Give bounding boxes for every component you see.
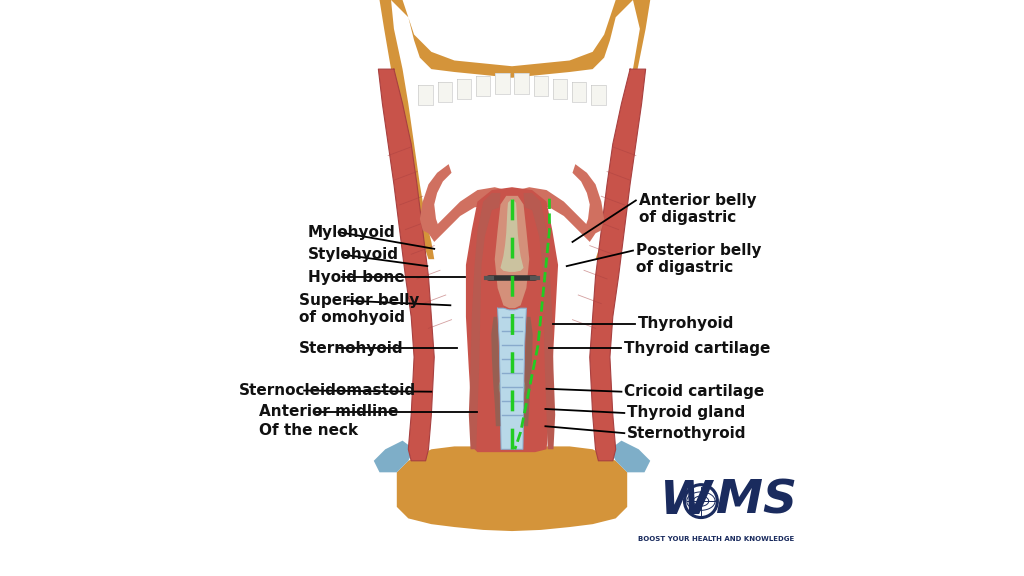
Polygon shape — [469, 193, 501, 449]
Polygon shape — [498, 308, 526, 449]
Text: Hyoid bone: Hyoid bone — [307, 270, 404, 285]
Text: Mylohyoid: Mylohyoid — [307, 225, 395, 240]
Polygon shape — [572, 164, 604, 233]
Text: W: W — [660, 479, 712, 524]
Polygon shape — [428, 187, 506, 242]
Text: Thyroid cartilage: Thyroid cartilage — [625, 341, 771, 356]
Polygon shape — [396, 446, 627, 531]
Text: of digastric: of digastric — [639, 210, 736, 225]
Text: Sternothyroid: Sternothyroid — [627, 426, 746, 441]
Text: Of the neck: Of the neck — [258, 423, 357, 438]
Text: Anterior midline: Anterior midline — [258, 404, 398, 419]
Polygon shape — [610, 441, 650, 472]
Text: MS: MS — [717, 479, 798, 524]
Polygon shape — [437, 82, 452, 103]
Polygon shape — [523, 193, 555, 449]
Text: Thyrohyoid: Thyrohyoid — [638, 316, 734, 331]
Polygon shape — [466, 187, 558, 452]
Text: of digastric: of digastric — [636, 260, 733, 275]
Text: BOOST YOUR HEALTH AND KNOWLEDGE: BOOST YOUR HEALTH AND KNOWLEDGE — [638, 536, 795, 541]
Polygon shape — [514, 73, 528, 93]
Polygon shape — [572, 82, 587, 103]
Text: Sternocleidomastoid: Sternocleidomastoid — [239, 383, 416, 398]
Polygon shape — [374, 441, 414, 472]
Polygon shape — [420, 164, 452, 233]
Text: Thyroid gland: Thyroid gland — [627, 406, 745, 420]
Text: Anterior belly: Anterior belly — [639, 193, 757, 208]
Text: Sternohyoid: Sternohyoid — [299, 341, 403, 356]
Polygon shape — [534, 77, 548, 97]
Polygon shape — [379, 69, 434, 461]
Polygon shape — [457, 79, 471, 100]
Polygon shape — [496, 73, 510, 93]
Text: Stylohyoid: Stylohyoid — [307, 247, 398, 262]
Circle shape — [684, 484, 718, 518]
Circle shape — [500, 374, 524, 400]
Polygon shape — [553, 79, 567, 100]
Polygon shape — [419, 85, 433, 105]
Polygon shape — [492, 317, 501, 426]
Circle shape — [687, 487, 715, 516]
Polygon shape — [518, 187, 596, 242]
Polygon shape — [591, 85, 605, 105]
Polygon shape — [476, 77, 490, 97]
Polygon shape — [590, 69, 646, 461]
Polygon shape — [501, 199, 523, 272]
Text: Cricoid cartilage: Cricoid cartilage — [625, 384, 765, 399]
Polygon shape — [391, 0, 633, 78]
Polygon shape — [523, 317, 532, 426]
Text: Superior belly: Superior belly — [299, 293, 419, 308]
Text: Posterior belly: Posterior belly — [636, 243, 761, 258]
Polygon shape — [380, 0, 434, 259]
Polygon shape — [495, 196, 529, 308]
Polygon shape — [596, 0, 650, 259]
Text: of omohyoid: of omohyoid — [299, 310, 404, 325]
